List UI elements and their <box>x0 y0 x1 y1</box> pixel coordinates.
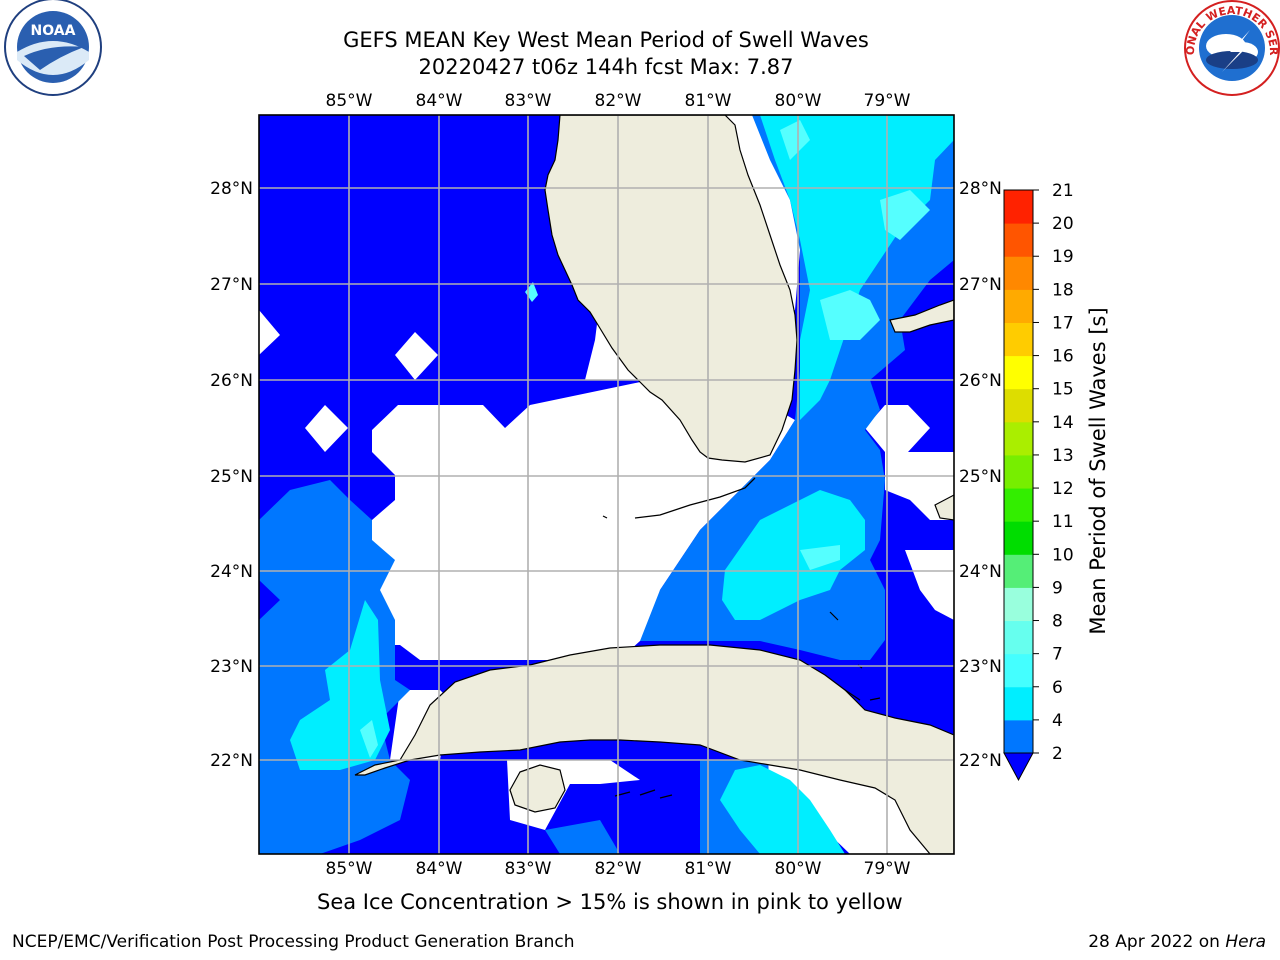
lat-label: 27°N <box>210 275 253 295</box>
lat-label: 25°N <box>210 467 253 487</box>
colorbar-tick-label: 9 <box>1052 578 1063 598</box>
lon-label: 81°W <box>685 91 732 111</box>
colorbar-tick-label: 12 <box>1052 479 1074 499</box>
lat-label: 22°N <box>210 751 253 771</box>
colorbar-segment <box>1004 322 1033 357</box>
lat-label: 23°N <box>210 657 253 677</box>
colorbar-segment <box>1004 653 1033 688</box>
colorbar-tick-label: 4 <box>1052 711 1063 731</box>
colorbar-tick-label: 15 <box>1052 380 1074 400</box>
lon-label: 79°W <box>864 91 911 111</box>
land-isla-juventud <box>509 764 566 813</box>
lat-label: 24°N <box>959 562 1002 582</box>
nws-logo-text: NATIONAL WEATHER SERVICE <box>0 0 1280 56</box>
lat-label: 22°N <box>959 751 1002 771</box>
swell-7-8s <box>360 120 930 758</box>
lat-label: 25°N <box>959 467 1002 487</box>
colorbar-tick-label: 10 <box>1052 545 1074 565</box>
colorbar-tick-label: 6 <box>1052 678 1063 698</box>
lat-labels-left: 28°N 27°N 26°N 25°N 24°N 23°N 22°N <box>210 179 253 771</box>
land-bahamas <box>889 299 954 333</box>
lon-label: 85°W <box>326 91 373 111</box>
lon-label: 83°W <box>505 859 552 879</box>
colorbar-segment <box>1004 289 1033 323</box>
lat-label: 27°N <box>959 275 1002 295</box>
lon-labels-top: 85°W 84°W 83°W 82°W 81°W 80°W 79°W <box>326 91 911 111</box>
colorbar-tick-label: 2 <box>1052 744 1063 764</box>
noaa-logo: NOAA <box>4 0 102 96</box>
colorbar-ticks: 2 4 6 7 8 9 10 11 12 13 14 15 16 17 18 19 20 21 <box>1033 181 1074 764</box>
colorbar-tick-label: 11 <box>1052 512 1074 532</box>
colorbar-tick-label: 14 <box>1052 413 1074 433</box>
colorbar-segment <box>1004 719 1033 754</box>
colorbar-segment <box>1004 256 1033 290</box>
lat-labels-right: 28°N 27°N 26°N 25°N 24°N 23°N 22°N <box>959 179 1002 771</box>
footer-credit: NCEP/EMC/Verification Post Processing Pr… <box>12 932 575 952</box>
colorbar-tick-label: 21 <box>1052 181 1074 201</box>
lon-label: 80°W <box>775 91 822 111</box>
nws-logo: NATIONAL WEATHER SERVICE <box>0 0 1280 96</box>
footer-date-text: 28 Apr 2022 on <box>1088 932 1226 952</box>
lon-label: 79°W <box>864 859 911 879</box>
lon-labels-bottom: 85°W 84°W 83°W 82°W 81°W 80°W 79°W <box>326 859 911 879</box>
colorbar-segment <box>1004 223 1033 257</box>
map-frame <box>258 114 955 855</box>
chart-title: GEFS MEAN Key West Mean Period of Swell … <box>343 28 869 52</box>
svg-text:NATIONAL WEATHER SERVICE: NATIONAL WEATHER SERVICE <box>0 0 1280 56</box>
colorbar-segment <box>1004 521 1033 555</box>
colorbar-segment <box>1004 388 1033 423</box>
map-figure: NOAA NATIONAL WEATHER SERVICE <box>0 0 1280 879</box>
map-area <box>259 115 954 854</box>
colorbar-segment <box>1004 620 1033 655</box>
colorbar-tick-label: 19 <box>1052 247 1074 267</box>
lat-label: 28°N <box>959 179 1002 199</box>
lat-label: 26°N <box>210 371 253 391</box>
colorbar-segment <box>1004 488 1033 522</box>
colorbar-tick-label: 8 <box>1052 612 1063 632</box>
colorbar-segment <box>1004 554 1033 588</box>
sea-ice-note: Sea Ice Concentration > 15% is shown in … <box>317 890 903 914</box>
colorbar-segment <box>1004 355 1033 390</box>
lat-label: 26°N <box>959 371 1002 391</box>
chart-subtitle: 20220427 t06z 144h fcst Max: 7.87 <box>418 55 794 79</box>
lon-label: 83°W <box>505 91 552 111</box>
lon-label: 82°W <box>595 859 642 879</box>
colorbar-segment <box>1004 190 1033 224</box>
lon-label: 81°W <box>685 859 732 879</box>
colorbar-tick-label: 7 <box>1052 645 1063 665</box>
colorbar-frame <box>1003 189 1034 754</box>
footer-host: Hera <box>1225 932 1266 952</box>
colorbar-title: Mean Period of Swell Waves [s] <box>1086 307 1110 634</box>
colorbar-tick-label: 16 <box>1052 347 1074 367</box>
swell-6-7s <box>290 115 954 854</box>
colorbar-tick-label: 17 <box>1052 313 1074 333</box>
lon-label: 82°W <box>595 91 642 111</box>
colorbar-tick-label: 20 <box>1052 214 1074 234</box>
lon-label: 80°W <box>775 859 822 879</box>
lon-label: 84°W <box>416 859 463 879</box>
colorbar-segment <box>1004 454 1033 489</box>
footer-date: 28 Apr 2022 on Hera <box>1088 932 1266 952</box>
colorbar-tick-label: 13 <box>1052 446 1074 466</box>
lat-label: 28°N <box>210 179 253 199</box>
lon-label: 85°W <box>326 859 373 879</box>
land-florida <box>544 115 798 463</box>
lon-label: 84°W <box>416 91 463 111</box>
colorbar-tick-label: 18 <box>1052 280 1074 300</box>
colorbar-segment <box>1004 421 1033 456</box>
graticule <box>259 115 954 854</box>
colorbar-extend-min <box>1003 752 1034 782</box>
colorbar-segment <box>1004 587 1033 622</box>
noaa-logo-text: NOAA <box>31 23 76 39</box>
colorbar-segment <box>1004 686 1033 721</box>
lat-label: 24°N <box>210 562 253 582</box>
lat-label: 23°N <box>959 657 1002 677</box>
colorbar <box>1003 189 1034 782</box>
